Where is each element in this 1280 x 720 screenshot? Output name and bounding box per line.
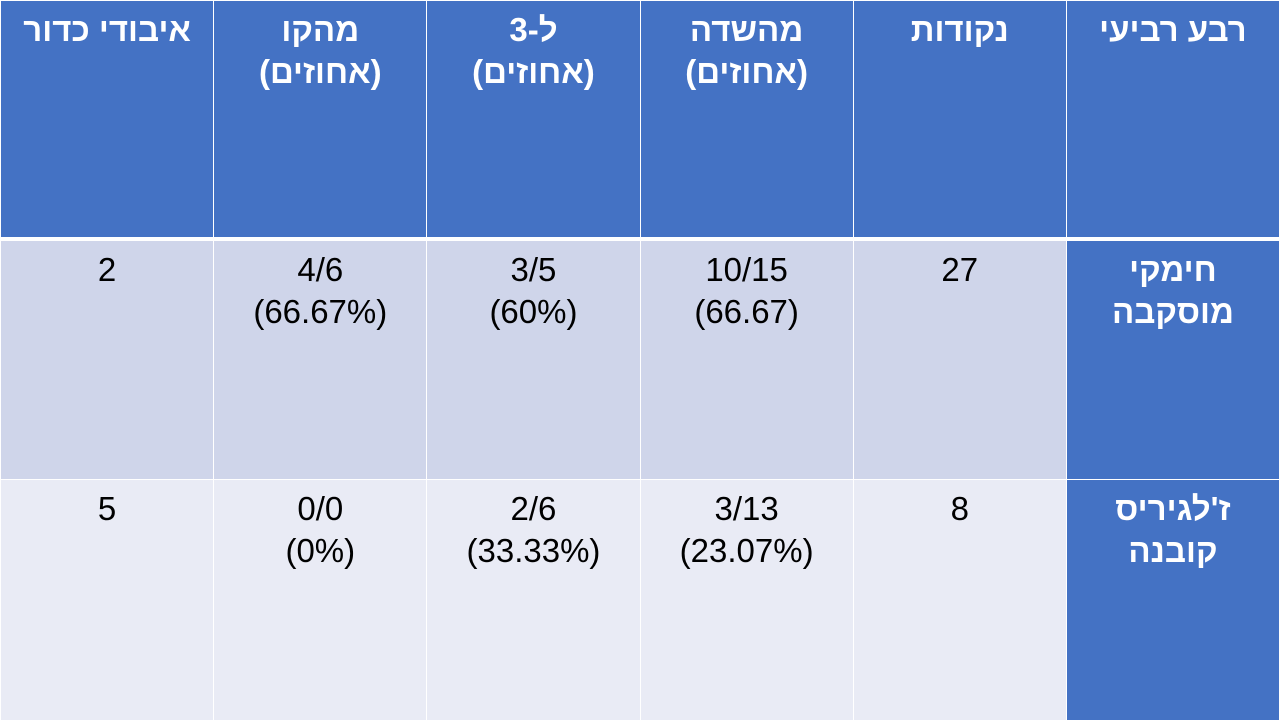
stat-cell: 2: [0, 238, 215, 480]
team-row: ז'לגיריס קובנה 8 3/13 (23.07%) 2/6 (33.3…: [0, 479, 1280, 720]
stat-cell: 3/13 (23.07%): [639, 479, 854, 720]
header-cell: איבודי כדור: [0, 0, 215, 241]
stat-cell: 3/5 (60%): [426, 238, 641, 480]
team-row: חימקי מוסקבה 27 10/15 (66.67) 3/5 (60%) …: [0, 238, 1280, 480]
header-cell: מהשדה (אחוזים): [639, 0, 854, 241]
header-cell: נקודות: [852, 0, 1067, 241]
header-cell: רבע רביעי: [1065, 0, 1280, 241]
stat-cell: 10/15 (66.67): [639, 238, 854, 480]
stat-cell: 4/6 (66.67%): [213, 238, 428, 480]
header-cell: מהקו (אחוזים): [213, 0, 428, 241]
stat-cell: 2/6 (33.33%): [426, 479, 641, 720]
header-row: רבע רביעי נקודות מהשדה (אחוזים) ל-3 (אחו…: [0, 0, 1280, 241]
stat-cell: 0/0 (0%): [213, 479, 428, 720]
stat-cell: 8: [852, 479, 1067, 720]
team-cell: ז'לגיריס קובנה: [1065, 479, 1280, 720]
team-cell: חימקי מוסקבה: [1065, 238, 1280, 480]
stat-cell: 5: [0, 479, 215, 720]
stat-cell: 27: [852, 238, 1067, 480]
header-cell: ל-3 (אחוזים): [426, 0, 641, 241]
